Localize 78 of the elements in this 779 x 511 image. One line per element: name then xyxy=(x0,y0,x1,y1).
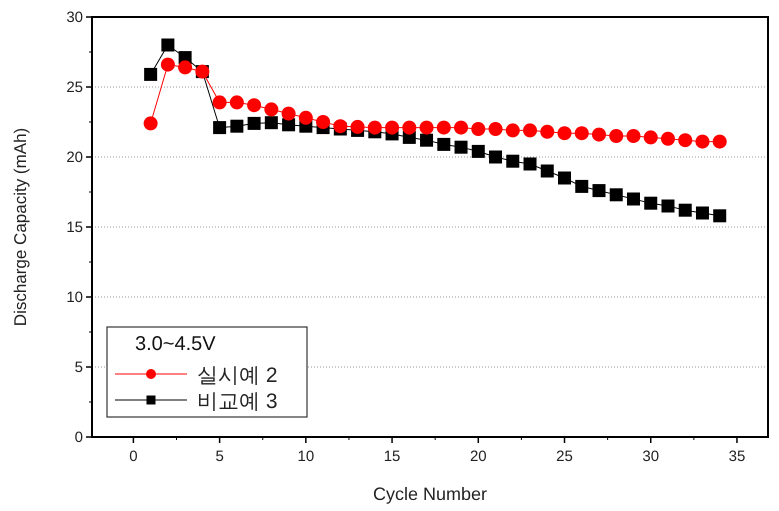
point xyxy=(610,188,623,202)
point xyxy=(696,206,709,220)
y-tick-label: 10 xyxy=(66,289,83,306)
point xyxy=(626,192,640,206)
point xyxy=(333,119,348,134)
point xyxy=(298,110,313,125)
x-tick-label: 30 xyxy=(642,448,660,465)
point xyxy=(523,123,538,138)
point xyxy=(230,120,244,133)
point xyxy=(506,154,520,168)
point xyxy=(247,98,262,112)
legend-label: 실시예 2 xyxy=(197,364,278,387)
point xyxy=(540,124,554,139)
point xyxy=(592,184,606,198)
y-tick-label: 30 xyxy=(66,9,83,26)
point xyxy=(436,120,451,135)
point xyxy=(420,134,434,147)
point xyxy=(213,121,226,134)
point xyxy=(144,68,158,81)
point xyxy=(540,164,554,178)
point xyxy=(713,209,726,222)
point xyxy=(230,95,244,110)
x-tick-label: 10 xyxy=(297,448,314,465)
point xyxy=(350,120,365,134)
y-tick-label: 15 xyxy=(66,219,83,236)
point xyxy=(678,133,692,148)
point xyxy=(661,200,674,212)
point xyxy=(695,134,710,149)
x-tick-label: 25 xyxy=(556,448,573,465)
point xyxy=(524,158,537,170)
point xyxy=(574,126,589,140)
y-tick-label: 25 xyxy=(66,79,83,96)
point xyxy=(626,129,640,143)
legend-title: 3.0~4.5V xyxy=(135,333,216,355)
point xyxy=(316,115,330,129)
point xyxy=(644,130,658,144)
y-axis-title: Discharge Capacity (mAh) xyxy=(11,128,30,326)
point xyxy=(160,58,175,72)
point xyxy=(248,116,261,130)
legend-label: 비교예 3 xyxy=(197,390,278,413)
point xyxy=(488,122,503,136)
point xyxy=(712,134,727,149)
point xyxy=(558,172,572,184)
point xyxy=(264,116,278,130)
point xyxy=(178,60,192,74)
x-axis-title: Cycle Number xyxy=(372,484,488,504)
point xyxy=(402,120,416,135)
x-tick-label: 0 xyxy=(129,448,138,465)
y-tick-label: 5 xyxy=(74,359,83,376)
point xyxy=(212,95,227,110)
point xyxy=(454,140,468,154)
point xyxy=(609,129,624,143)
point xyxy=(282,106,296,121)
point xyxy=(420,120,434,135)
point xyxy=(471,122,486,136)
point xyxy=(454,120,468,135)
point xyxy=(368,120,382,135)
point xyxy=(558,126,572,140)
point xyxy=(575,180,588,193)
point xyxy=(472,144,485,158)
point xyxy=(489,150,502,164)
point xyxy=(161,38,174,52)
point xyxy=(644,196,658,210)
point xyxy=(282,118,296,132)
point xyxy=(264,102,278,116)
point xyxy=(506,123,520,138)
point xyxy=(437,138,450,151)
y-tick-label: 20 xyxy=(66,149,83,166)
point xyxy=(144,116,158,130)
point xyxy=(592,128,606,142)
x-tick-label: 20 xyxy=(470,448,487,465)
point xyxy=(678,204,692,217)
x-tick-label: 15 xyxy=(384,448,400,465)
x-tick-label: 5 xyxy=(215,448,224,465)
point xyxy=(660,132,675,146)
y-tick-label: 0 xyxy=(74,429,83,446)
point xyxy=(385,120,400,135)
x-tick-label: 35 xyxy=(728,448,746,465)
